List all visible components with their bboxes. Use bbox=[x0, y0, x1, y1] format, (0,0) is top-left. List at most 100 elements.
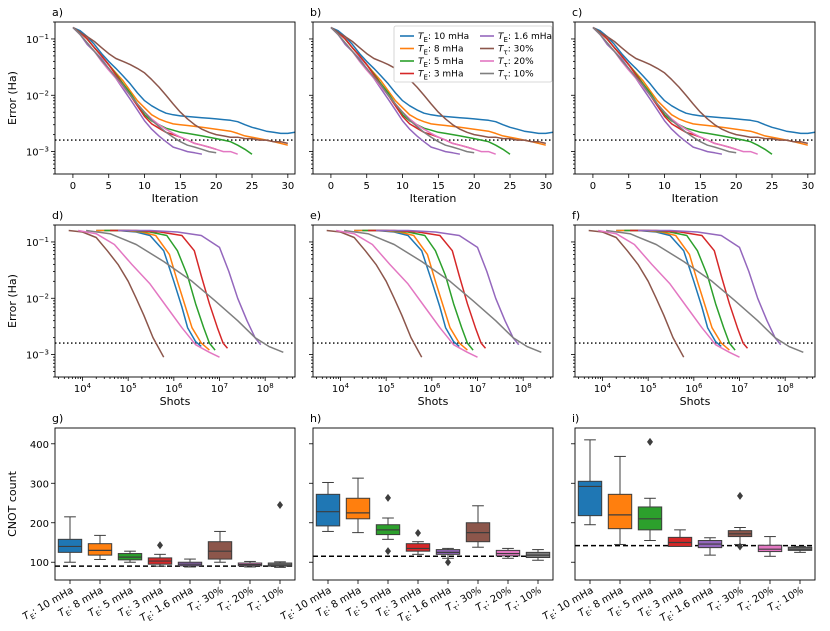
series-line bbox=[118, 229, 262, 346]
box bbox=[637, 437, 663, 542]
series-line bbox=[592, 26, 737, 151]
box bbox=[267, 500, 293, 568]
x-tick-label: 10 bbox=[396, 181, 409, 192]
x-axis-label: Shots bbox=[418, 395, 449, 408]
box-flier bbox=[737, 542, 743, 551]
plot-area bbox=[313, 26, 553, 155]
series-line bbox=[72, 26, 217, 151]
series-line bbox=[72, 26, 217, 154]
y-axis-label: Error (Ha) bbox=[6, 274, 19, 328]
series-line bbox=[72, 26, 238, 155]
x-tick-label: 5 bbox=[364, 181, 370, 192]
x-tick-label: 107 bbox=[211, 382, 228, 395]
legend-entry: TE: 10 mHa bbox=[418, 32, 469, 44]
y-tick-label: 10−2 bbox=[26, 292, 49, 305]
x-axis-label: Iteration bbox=[410, 192, 457, 205]
legend-entry: Tτ: 10% bbox=[498, 70, 534, 82]
panel-tag: f) bbox=[572, 209, 580, 222]
series-line bbox=[335, 229, 478, 358]
x-tick-label: 30 bbox=[281, 181, 294, 192]
box-flier bbox=[737, 491, 743, 500]
series-line bbox=[104, 229, 216, 351]
axes-frame bbox=[312, 224, 554, 378]
x-tick-label: 20 bbox=[468, 181, 481, 192]
panel-tag: i) bbox=[572, 412, 579, 425]
series-line bbox=[592, 26, 758, 155]
axes-frame bbox=[54, 224, 296, 378]
plot-area bbox=[575, 229, 815, 358]
panel-tag: h) bbox=[310, 412, 321, 425]
box-flier bbox=[277, 500, 283, 509]
box-body bbox=[607, 493, 633, 530]
series-line bbox=[368, 229, 487, 349]
series-line bbox=[68, 229, 165, 358]
plot-area bbox=[55, 229, 295, 358]
panel-f: f) 104 105 106 107 108 Shots bbox=[571, 209, 816, 408]
series-line bbox=[72, 26, 288, 145]
x-tick-label: 108 bbox=[515, 382, 532, 395]
x-tick-label: 25 bbox=[504, 181, 517, 192]
box bbox=[577, 439, 603, 526]
x-tick-label: 105 bbox=[640, 382, 657, 395]
box bbox=[465, 505, 491, 548]
box bbox=[375, 493, 401, 556]
y-axis-label: CNOT count bbox=[6, 470, 19, 537]
y-tick-label: 400 bbox=[30, 440, 49, 451]
x-tick-label: 104 bbox=[332, 382, 350, 395]
box-body bbox=[577, 480, 603, 517]
x-tick-label: 0 bbox=[590, 181, 596, 192]
box bbox=[405, 529, 431, 555]
x-axis-label: Iteration bbox=[672, 192, 719, 205]
box bbox=[147, 541, 173, 567]
legend-entry: TE: 5 mHa bbox=[418, 57, 463, 69]
x-tick-label: 0 bbox=[70, 181, 76, 192]
x-tick-label: 104 bbox=[74, 382, 92, 395]
box-flier bbox=[415, 529, 421, 538]
box-flier bbox=[445, 558, 451, 567]
legend-frame bbox=[393, 25, 553, 83]
box bbox=[117, 550, 143, 563]
x-tick-label: 107 bbox=[469, 382, 486, 395]
x-tick-label: 105 bbox=[378, 382, 395, 395]
x-tick-label: 106 bbox=[423, 382, 441, 395]
box bbox=[525, 549, 551, 561]
x-tick-label: 10 bbox=[138, 181, 151, 192]
box bbox=[667, 529, 693, 547]
x-tick-label: 105 bbox=[120, 382, 137, 395]
plot-area bbox=[55, 26, 295, 155]
series-line bbox=[326, 229, 423, 358]
legend-entry: Tτ: 20% bbox=[498, 57, 534, 69]
box bbox=[787, 545, 813, 553]
panel-tag: a) bbox=[52, 6, 63, 19]
series-line bbox=[344, 229, 542, 353]
axes-frame bbox=[574, 224, 816, 378]
series-line bbox=[606, 229, 804, 353]
series-line bbox=[588, 229, 685, 358]
series-line bbox=[86, 229, 284, 353]
x-tick-label: 107 bbox=[731, 382, 748, 395]
x-axis-label: Shots bbox=[160, 395, 191, 408]
legend-entry: TE: 3 mHa bbox=[418, 70, 463, 82]
panel-a: a) 10−1 10−2 10−3 Error (Ha) 0 5 10 15 20 25 30 Iter… bbox=[6, 6, 296, 205]
box bbox=[697, 537, 723, 556]
box bbox=[207, 530, 233, 563]
x-tick-label: 15 bbox=[694, 181, 707, 192]
x-axis-label: Iteration bbox=[152, 192, 199, 205]
series-line bbox=[330, 26, 546, 145]
series-line bbox=[592, 26, 723, 155]
box-body bbox=[315, 493, 341, 527]
box bbox=[495, 547, 521, 559]
axes-frame bbox=[574, 21, 816, 175]
panel-tag: b) bbox=[310, 6, 321, 19]
panel-d: d) 10−1 10−2 10−3 Error (Ha) 104 105 106 107 108 S… bbox=[6, 209, 296, 408]
box-flier bbox=[385, 547, 391, 556]
legend-entry: TE: 1.6 mHa bbox=[498, 32, 552, 44]
x-tick-label: 20 bbox=[210, 181, 223, 192]
y-tick-label: 10−3 bbox=[26, 146, 49, 159]
x-tick-label: 25 bbox=[766, 181, 779, 192]
box-flier bbox=[385, 493, 391, 502]
